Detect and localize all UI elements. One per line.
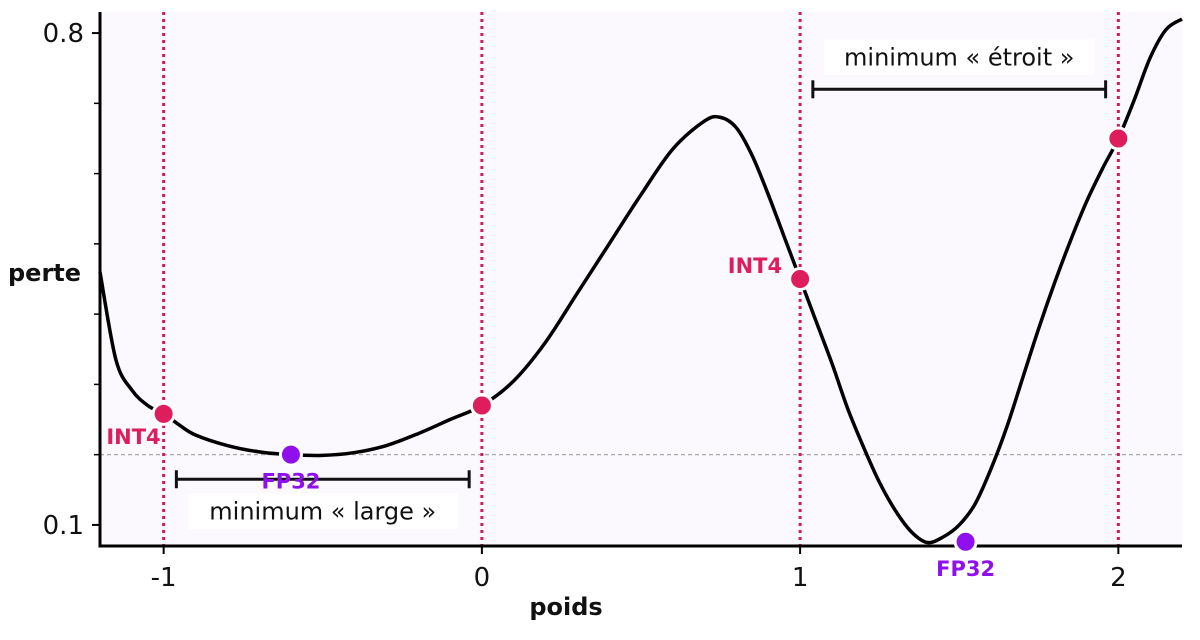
int4-point: [788, 267, 813, 291]
point-label: FP32: [261, 470, 320, 494]
fp32-point: [953, 529, 978, 554]
bracket-label: minimum « large »: [209, 497, 436, 525]
int4-point: [469, 393, 494, 418]
x-tick-label: 0: [474, 563, 491, 593]
x-tick-label: 2: [1110, 563, 1127, 593]
point-label: INT4: [106, 425, 160, 449]
x-axis-title: poids: [529, 593, 602, 621]
bracket-label-bg: [824, 39, 1095, 76]
int4-point: [151, 401, 176, 426]
int4-point: [1106, 126, 1131, 151]
point-label: FP32: [936, 557, 995, 581]
y-tick-label: 0.1: [43, 511, 84, 541]
loss-curve: [98, 17, 1183, 545]
x-tick-label: -1: [151, 563, 177, 593]
y-tick-label: 0.8: [43, 19, 84, 49]
plot-background: [100, 12, 1182, 546]
point-label: INT4: [728, 254, 782, 278]
bracket-label: minimum « étroit »: [844, 43, 1074, 71]
x-tick-label: 1: [792, 563, 809, 593]
y-axis-title: perte: [8, 259, 81, 287]
fp32-point: [278, 442, 303, 467]
bracket-label-bg: [187, 493, 458, 530]
